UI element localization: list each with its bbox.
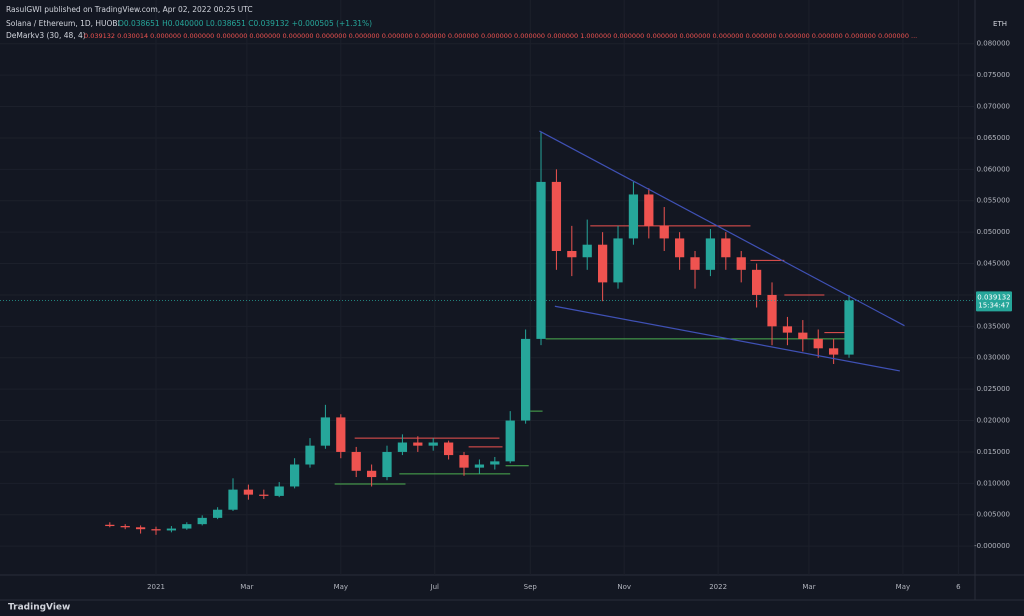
x-tick-label: May [896,583,910,591]
candle-body [829,348,839,355]
x-tick-label: Jul [430,583,440,591]
candle-body [197,517,207,525]
candle-body [813,338,823,349]
candle-body [120,526,130,528]
candle-body [305,445,315,465]
candle-body [844,300,854,355]
y-tick-label: 0.015000 [977,448,1010,456]
candle-body [505,420,515,462]
x-tick-label: Nov [617,583,631,591]
y-tick-label: 0.055000 [977,197,1010,205]
last-price-label: 0.039132 [977,293,1010,301]
candle-body [443,442,454,456]
indicator-name: DeMarkv3 (30, 48, 4) [6,31,86,40]
y-tick-label: 0.060000 [977,165,1010,173]
candle-body [675,238,685,258]
price-countdown: 15:34:47 [978,301,1009,309]
candle-body [644,194,654,226]
candle-body [551,181,562,251]
candle-body [474,464,485,468]
candle-body [567,250,577,258]
candle-body [536,181,546,339]
candle-body [105,524,115,527]
y-tick-label: 0.080000 [977,40,1010,48]
candle-body [243,489,254,495]
candle-body [382,451,392,478]
y-tick-label: 0.075000 [977,71,1010,79]
candle-body [274,486,284,496]
candle-body [736,257,746,270]
y-tick-label: 0.005000 [977,511,1010,519]
candle-body [336,417,346,452]
candle-body [212,509,223,518]
x-tick-label: Sep [524,583,538,591]
candle-body [166,528,177,531]
x-tick-label: May [334,583,348,591]
candle-body [613,238,623,283]
candle-body [597,244,608,283]
candle-body [289,464,300,487]
indicator-values: 0.039132 0.030014 0.000000 0.000000 0.00… [84,32,917,40]
y-tick-label: 0.025000 [977,385,1010,393]
candle-body [182,524,192,529]
last-price-tag [976,291,1012,312]
y-tick-label: 0.010000 [977,479,1010,487]
trend-line [539,130,905,327]
x-tick-label: 2022 [709,583,727,591]
candle-body [628,194,639,239]
y-tick-label: 0.020000 [977,417,1010,425]
plot-area [0,130,975,535]
trend-line [554,305,900,372]
candle-body [690,257,700,270]
y-tick-label: -0.000000 [974,542,1010,550]
x-tick-label: 2021 [147,583,165,591]
candle-body [397,442,408,452]
candle-body [752,269,762,295]
y-tick-label: 0.050000 [977,228,1010,236]
candle-body [705,238,716,270]
candle-body [228,489,238,510]
currency-unit[interactable]: ETH [993,20,1007,28]
symbol-name: Solana / Ethereum, 1D, HUOBI [6,19,120,28]
y-tick-label: 0.030000 [977,354,1010,362]
y-tick-label: 0.035000 [977,322,1010,330]
candle-body [721,238,731,258]
candle-body [582,244,592,258]
x-tick-label: Mar [802,583,815,591]
candle-body [135,527,146,530]
brand-logo[interactable]: TradingView [8,603,70,613]
publish-info: RasulGWI published on TradingView.com, A… [6,5,253,14]
candle-body [459,455,469,468]
x-tick-label: 6 [956,583,961,591]
candle-body [428,442,438,446]
candle-body [767,294,777,327]
candle-body [659,225,669,239]
candle-body [259,494,269,496]
x-tick-label: Mar [240,583,253,591]
y-tick-label: 0.045000 [977,260,1010,268]
candle-body [798,332,808,339]
candle-body [151,529,161,531]
y-tick-label: 0.070000 [977,103,1010,111]
candle-body [490,461,500,465]
candle-body [782,326,793,333]
candle-body [520,338,531,421]
candle-body [366,470,377,478]
candle-body [320,417,331,446]
ohlc-values: O0.038651 H0.040000 L0.038651 C0.039132 … [118,19,372,28]
candle-body [351,451,361,471]
candle-body [413,442,423,446]
y-tick-label: 0.065000 [977,134,1010,142]
